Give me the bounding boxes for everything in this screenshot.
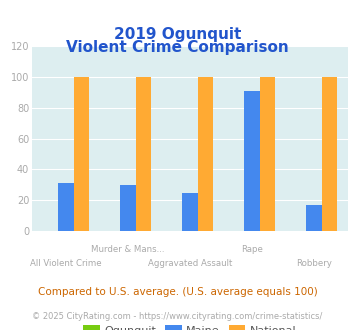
Bar — [260, 77, 275, 231]
Bar — [306, 205, 322, 231]
Text: Murder & Mans...: Murder & Mans... — [91, 245, 165, 254]
Text: Aggravated Assault: Aggravated Assault — [148, 259, 232, 268]
Bar — [244, 91, 260, 231]
Text: Compared to U.S. average. (U.S. average equals 100): Compared to U.S. average. (U.S. average … — [38, 287, 317, 297]
Bar — [136, 77, 151, 231]
Bar — [198, 77, 213, 231]
Legend: Ogunquit, Maine, National: Ogunquit, Maine, National — [79, 321, 301, 330]
Text: Robbery: Robbery — [296, 259, 332, 268]
Bar — [120, 185, 136, 231]
Bar — [74, 77, 89, 231]
Text: All Violent Crime: All Violent Crime — [30, 259, 102, 268]
Text: 2019 Ogunquit: 2019 Ogunquit — [114, 27, 241, 42]
Text: Violent Crime Comparison: Violent Crime Comparison — [66, 40, 289, 55]
Bar — [58, 183, 74, 231]
Bar — [322, 77, 337, 231]
Bar — [182, 192, 198, 231]
Text: © 2025 CityRating.com - https://www.cityrating.com/crime-statistics/: © 2025 CityRating.com - https://www.city… — [32, 312, 323, 321]
Text: Rape: Rape — [241, 245, 263, 254]
